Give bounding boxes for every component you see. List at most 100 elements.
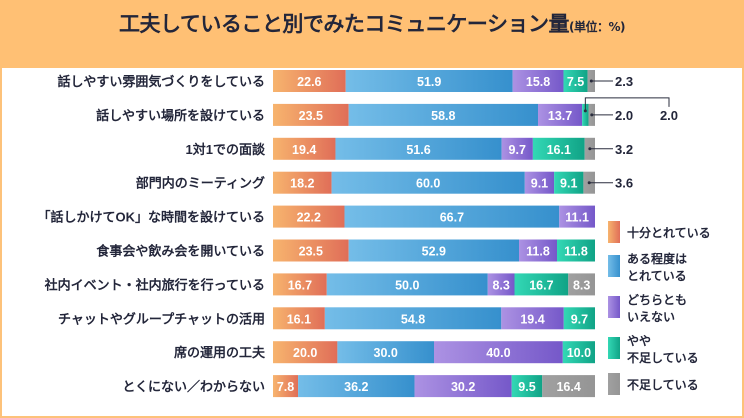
callout-dot [588, 147, 592, 151]
data-label: 51.9 [417, 75, 441, 89]
data-label: 19.4 [292, 143, 316, 157]
data-label: 20.0 [293, 346, 317, 360]
chart-title: 工夫していること別でみたコミュニケーション量(単位：%) [0, 0, 744, 48]
bar-segment [273, 70, 346, 92]
bar-segment [538, 103, 583, 126]
data-label: 9.5 [518, 380, 535, 394]
data-label: 23.5 [299, 109, 323, 123]
callout-label: 2.3 [615, 74, 633, 89]
bar-segment [559, 205, 595, 228]
callout-dot [590, 113, 594, 117]
data-label: 11.8 [564, 245, 588, 259]
bar-segment [563, 307, 595, 330]
callout-label: 3.2 [615, 142, 633, 157]
unit-label: (単位：%) [568, 20, 626, 34]
legend-label: やや [627, 334, 651, 348]
bar-segment [298, 375, 415, 398]
category-label: 席の運用の工夫 [174, 345, 266, 360]
data-label: 16.1 [547, 143, 571, 157]
legend-swatch [608, 373, 620, 395]
bar-segment [273, 171, 332, 194]
bar-segment [562, 341, 595, 364]
bar-segment [335, 137, 502, 160]
bar-segment [434, 341, 563, 364]
legend-swatch [608, 255, 620, 277]
data-label: 51.6 [406, 143, 430, 157]
data-label: 8.3 [573, 278, 590, 292]
legend-label: 不足している [627, 351, 699, 365]
data-label: 22.6 [297, 75, 321, 89]
legend-label: どちらとも [627, 293, 687, 307]
data-label: 60.0 [416, 177, 440, 191]
bar-segment [519, 239, 558, 262]
bar-segment [512, 70, 564, 92]
callout-line [584, 97, 670, 111]
bar-segment [273, 205, 345, 228]
bar-segment [414, 375, 512, 398]
legend-label: ある程度は [627, 251, 687, 266]
legend-label: 十分とれている [627, 225, 711, 240]
data-label: 36.2 [344, 380, 368, 394]
bar-segment [514, 273, 569, 296]
legend-label: とれている [627, 269, 687, 283]
legend-swatch [608, 337, 620, 359]
data-label: 66.7 [440, 211, 464, 225]
callout-label: 2.0 [660, 108, 678, 123]
bar-segment [345, 70, 513, 92]
bar-segment [487, 273, 515, 296]
bar-segment [273, 273, 327, 296]
data-label: 23.5 [299, 245, 323, 259]
category-label: 1対1での面談 [186, 142, 266, 157]
bar-segment [273, 375, 299, 398]
bar-segment [554, 171, 584, 194]
bar-segment [273, 307, 325, 330]
data-label: 19.4 [520, 312, 544, 326]
data-label: 15.8 [526, 75, 550, 89]
bar-segment [511, 375, 543, 398]
bar-segment [273, 239, 349, 262]
legend-label: いえない [627, 310, 675, 324]
legend-swatch [608, 296, 620, 318]
category-label: 食事会や飲み会を開いている [96, 244, 265, 259]
legend-swatch [608, 221, 620, 243]
bar-segment [344, 205, 560, 228]
data-label: 22.2 [297, 211, 321, 225]
data-label: 7.5 [567, 75, 584, 89]
bar-segment [337, 341, 434, 364]
bar-segment [348, 239, 520, 262]
bar-segment [524, 171, 555, 194]
category-label: 部門内のミーティング [136, 176, 265, 191]
bar-segment [568, 273, 595, 296]
bar-segment [324, 307, 502, 330]
bar-segment [501, 307, 564, 330]
bar-segment [273, 341, 338, 364]
data-label: 11.8 [526, 245, 550, 259]
bar-segment [501, 137, 533, 160]
data-label: 50.0 [395, 278, 419, 292]
category-label: 「話しかけてOK」な時間を設けている [37, 210, 265, 225]
category-label: 話しやすい場所を設けている [96, 108, 265, 123]
callout-label: 2.0 [615, 108, 633, 123]
title-text: 工夫していること別でみたコミュニケーション量 [119, 12, 569, 36]
data-label: 7.8 [277, 380, 294, 394]
data-label: 9.1 [560, 177, 577, 191]
data-label: 16.7 [529, 278, 553, 292]
data-label: 9.7 [509, 143, 526, 157]
legend-label: 不足している [627, 378, 699, 392]
callout-dot [583, 109, 587, 113]
data-label: 58.8 [431, 109, 455, 123]
callout-dot [589, 79, 593, 83]
category-label: チャットやグループチャットの活用 [58, 311, 265, 326]
callout-dot [587, 181, 591, 185]
title-band: 工夫していること別でみたコミュニケーション量(単位：%) [0, 0, 744, 68]
bar-segment [331, 171, 525, 194]
data-label: 9.1 [531, 177, 548, 191]
category-label: 話しやすい雰囲気づくりをしている [58, 74, 265, 89]
category-label: 社内イベント・社内旅行を行っている [44, 277, 265, 292]
data-label: 16.1 [287, 312, 311, 326]
data-label: 18.2 [290, 177, 314, 191]
bar-segment [348, 103, 539, 126]
bar-segment [557, 239, 595, 262]
bar-segment [532, 137, 585, 160]
